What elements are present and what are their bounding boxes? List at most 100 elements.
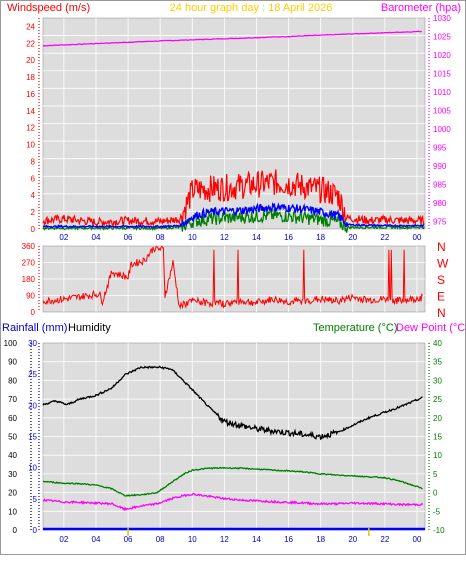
wind-time-tick-label: 12 [220, 233, 229, 242]
windspeed-tick-label: 6 [31, 174, 36, 183]
humidity-tick-label: 30 [8, 470, 17, 479]
wind-time-tick-label: 02 [59, 233, 68, 242]
barometer-tick-label: 975 [433, 218, 447, 227]
rainfall-tick-label: 5 [33, 495, 38, 504]
average-wind-series-line [42, 202, 425, 229]
wind-time-tick-label: 16 [284, 233, 293, 242]
rainfall-tick-label: 15 [28, 433, 37, 442]
barometer-tick-label: 1020 [433, 51, 451, 60]
windspeed-tick-label: 20 [26, 56, 35, 65]
windspeed-tick-label: 8 [31, 157, 36, 166]
climate-time-tick-label: 22 [380, 535, 389, 544]
climate-time-tick-label: 04 [92, 535, 101, 544]
rainfall-tick-label: 25 [28, 370, 37, 379]
low-wind-series-line [42, 208, 425, 233]
rainfall-tick-label: 10 [28, 464, 37, 473]
windspeed-axis-title: Windspeed (m/s) [7, 2, 90, 14]
wind-time-tick-label: 14 [252, 233, 261, 242]
climate-time-tick-label: 14 [252, 535, 261, 544]
windspeed-tick-label: 22 [26, 39, 35, 48]
compass-label: W [437, 257, 449, 271]
barometer-series-line [42, 30, 422, 47]
humidity-tick-label: 90 [8, 358, 17, 367]
direction-tick-label: 180 [22, 275, 36, 284]
climate-time-tick-label: 08 [156, 535, 165, 544]
humidity-tick-label: 0 [13, 526, 18, 535]
barometer-tick-label: 985 [433, 181, 447, 190]
temperature-tick-label: -10 [433, 526, 445, 535]
rainfall-axis-title: Rainfall (mm) [2, 322, 67, 334]
compass-label: N [437, 240, 446, 254]
humidity-tick-label: 20 [8, 489, 17, 498]
temperature-tick-label: -5 [433, 507, 441, 516]
barometer-tick-label: 990 [433, 162, 447, 171]
windspeed-tick-label: 2 [31, 208, 36, 217]
wind-time-tick-label: 04 [92, 233, 101, 242]
barometer-tick-label: 1010 [433, 88, 451, 97]
graph-title: 24 hour graph day : 18 April 2026 [170, 2, 333, 14]
temperature-tick-label: 10 [433, 451, 442, 460]
temperature-tick-label: 15 [433, 433, 442, 442]
humidity-tick-label: 60 [8, 414, 17, 423]
humidity-tick-label: 50 [8, 433, 17, 442]
wind-time-tick-label: 08 [156, 233, 165, 242]
temperature-tick-label: 20 [433, 414, 442, 423]
wind-direction-series-line [42, 245, 424, 310]
wind-time-tick-label: 06 [124, 233, 133, 242]
rainfall-tick-label: 30 [28, 339, 37, 348]
windspeed-tick-label: 12 [26, 124, 35, 133]
humidity-tick-label: 100 [4, 339, 18, 348]
barometer-axis-title: Barometer (hpa) [381, 2, 461, 14]
temperature-axis-title: Temperature (°C) [313, 322, 397, 334]
compass-label: E [437, 290, 445, 304]
direction-tick-label: 360 [22, 242, 36, 251]
dewpoint-axis-title: Dew Point (°C) [396, 322, 466, 334]
climate-time-tick-label: 12 [220, 535, 229, 544]
temperature-tick-label: 5 [433, 470, 438, 479]
temperature-tick-label: 25 [433, 395, 442, 404]
barometer-tick-label: 1005 [433, 107, 451, 116]
barometer-tick-label: 1030 [433, 14, 451, 23]
barometer-tick-label: 995 [433, 144, 447, 153]
windspeed-tick-label: 14 [26, 107, 35, 116]
climate-time-tick-label: 02 [59, 535, 68, 544]
barometer-tick-label: 980 [433, 199, 447, 208]
wind-time-tick-label: 22 [380, 233, 389, 242]
wind-time-tick-label: 20 [348, 233, 357, 242]
humidity-axis-title: Humidity [68, 322, 111, 334]
barometer-tick-label: 1015 [433, 70, 451, 79]
windspeed-tick-label: 18 [26, 73, 35, 82]
climate-time-tick-label: 06 [124, 535, 133, 544]
climate-time-tick-label: 10 [188, 535, 197, 544]
rainfall-tick-label: 0 [33, 526, 38, 535]
windspeed-tick-label: 16 [26, 90, 35, 99]
temperature-tick-label: 40 [433, 339, 442, 348]
humidity-series-line [42, 365, 423, 441]
direction-tick-label: 90 [26, 292, 35, 301]
gust-series-line [42, 169, 425, 228]
wind-time-tick-label: 18 [316, 233, 325, 242]
climate-time-tick-label: 16 [284, 535, 293, 544]
humidity-tick-label: 70 [8, 395, 17, 404]
compass-label: S [437, 273, 445, 287]
climate-time-tick-label: 20 [348, 535, 357, 544]
barometer-tick-label: 1000 [433, 125, 451, 134]
dewpoint-series-line [42, 492, 424, 512]
rainfall-tick-label: 20 [28, 401, 37, 410]
direction-tick-label: 270 [22, 259, 36, 268]
windspeed-tick-label: 4 [31, 191, 36, 200]
humidity-tick-label: 40 [8, 451, 17, 460]
windspeed-tick-label: 10 [26, 141, 35, 150]
climate-time-tick-label: 00 [413, 535, 422, 544]
wind-time-tick-label: 10 [188, 233, 197, 242]
humidity-tick-label: 80 [8, 376, 17, 385]
temperature-tick-label: 30 [433, 376, 442, 385]
climate-time-tick-label: 18 [316, 535, 325, 544]
windspeed-tick-label: 0 [31, 225, 36, 234]
humidity-tick-label: 10 [8, 507, 17, 516]
temperature-series-line [42, 466, 423, 497]
direction-tick-label: 0 [31, 308, 36, 317]
temperature-tick-label: 0 [433, 489, 438, 498]
